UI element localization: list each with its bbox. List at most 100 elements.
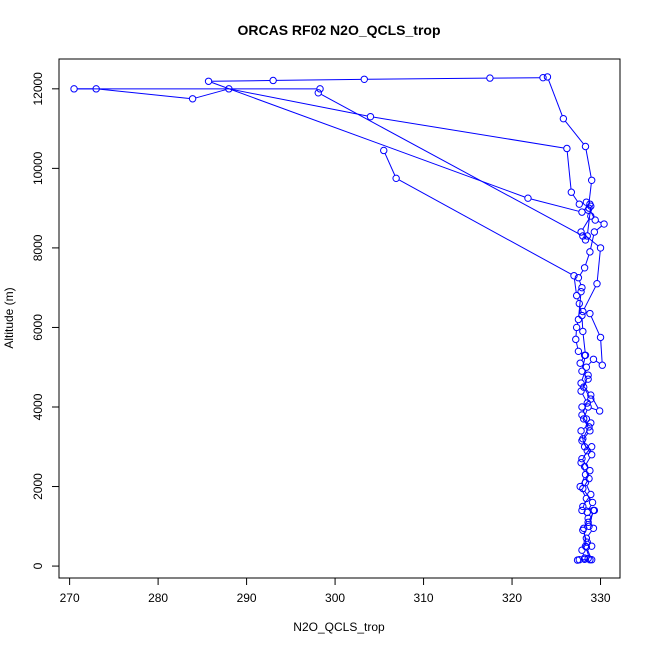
series-segment bbox=[211, 81, 526, 198]
data-point bbox=[578, 367, 586, 375]
data-point bbox=[579, 502, 587, 511]
data-point bbox=[567, 188, 576, 196]
data-point bbox=[583, 538, 591, 546]
series-segment bbox=[581, 465, 585, 472]
data-point bbox=[596, 333, 605, 342]
x-tick-label: 280 bbox=[148, 591, 168, 605]
data-point bbox=[380, 146, 388, 155]
series-segment bbox=[581, 318, 584, 329]
data-point bbox=[575, 200, 583, 208]
data-point bbox=[577, 427, 585, 435]
series-segment bbox=[582, 393, 587, 401]
data-point bbox=[587, 176, 596, 184]
data-point bbox=[586, 200, 594, 208]
data-point bbox=[579, 435, 587, 443]
series-segment bbox=[585, 149, 592, 178]
series-segment bbox=[596, 225, 602, 231]
series-segment bbox=[582, 334, 586, 353]
data-point bbox=[580, 264, 589, 272]
series-segment bbox=[582, 501, 586, 508]
series-segment bbox=[575, 342, 579, 349]
series-segment bbox=[578, 294, 582, 317]
data-point bbox=[576, 359, 584, 367]
series-segment bbox=[587, 540, 591, 544]
data-point bbox=[366, 112, 375, 121]
series-segment bbox=[276, 78, 362, 81]
data-point bbox=[576, 482, 584, 491]
data-point bbox=[578, 208, 586, 216]
data-point bbox=[583, 399, 591, 407]
series-segment bbox=[585, 507, 591, 510]
data-point bbox=[574, 315, 583, 324]
series-segment bbox=[588, 505, 592, 510]
data-point bbox=[575, 299, 583, 308]
data-point bbox=[587, 443, 596, 451]
data-series bbox=[70, 85, 608, 564]
plot-frame bbox=[58, 58, 621, 579]
y-tick-label: 6000 bbox=[31, 314, 45, 341]
data-point bbox=[589, 524, 598, 532]
data-point bbox=[577, 287, 585, 296]
data-point bbox=[314, 89, 322, 97]
data-point bbox=[570, 272, 578, 280]
series-segment bbox=[231, 88, 368, 117]
series-segment bbox=[585, 254, 590, 265]
data-point bbox=[572, 323, 581, 332]
series-segment bbox=[585, 469, 589, 476]
y-axis: 0 2000 4000 6000 8000 10000 12000 bbox=[31, 72, 60, 569]
data-point bbox=[579, 327, 587, 336]
data-point bbox=[590, 506, 599, 515]
data-point bbox=[578, 311, 586, 320]
data-point bbox=[586, 248, 594, 256]
x-axis-label: N2O_QCLS_trop bbox=[293, 620, 385, 634]
x-tick-label: 270 bbox=[60, 591, 80, 605]
series-segment bbox=[583, 417, 588, 425]
data-point bbox=[584, 514, 592, 523]
data-point bbox=[188, 95, 197, 103]
series-segment bbox=[583, 429, 588, 437]
data-point bbox=[563, 144, 571, 153]
series-segment bbox=[573, 278, 577, 293]
data-point bbox=[579, 526, 587, 534]
data-point bbox=[587, 451, 596, 459]
series-segment bbox=[195, 89, 226, 99]
data-point bbox=[583, 447, 591, 455]
series-segment bbox=[583, 441, 587, 448]
data-point bbox=[579, 307, 587, 316]
data-point bbox=[392, 174, 400, 183]
data-point bbox=[590, 228, 599, 236]
series-segment bbox=[587, 530, 593, 536]
series-segment bbox=[384, 153, 396, 176]
data-point bbox=[577, 387, 585, 395]
data-point bbox=[539, 73, 547, 82]
series-segment bbox=[591, 397, 599, 409]
series-segment bbox=[590, 235, 595, 249]
y-tick-label: 12000 bbox=[31, 72, 45, 106]
series-segment bbox=[583, 233, 599, 247]
y-tick-label: 0 bbox=[31, 562, 45, 569]
series-segment bbox=[584, 389, 590, 397]
series-segment bbox=[600, 340, 603, 363]
series-segment bbox=[588, 361, 592, 366]
series-segment bbox=[597, 220, 602, 224]
data-point bbox=[574, 274, 583, 282]
data-point bbox=[486, 74, 494, 82]
series-segment bbox=[582, 381, 587, 389]
data-point bbox=[584, 375, 592, 383]
data-point bbox=[360, 75, 368, 83]
y-tick-label: 2000 bbox=[31, 473, 45, 500]
series-segment bbox=[582, 405, 587, 413]
series-segment bbox=[373, 116, 564, 149]
data-point bbox=[595, 407, 604, 415]
data-point bbox=[559, 114, 568, 123]
series-segment bbox=[579, 270, 584, 276]
data-point bbox=[578, 454, 586, 463]
series-segment bbox=[583, 373, 587, 377]
data-point bbox=[580, 554, 589, 562]
data-point bbox=[581, 470, 590, 479]
series-segment bbox=[585, 457, 591, 465]
data-point bbox=[600, 220, 608, 228]
data-point bbox=[578, 546, 586, 554]
series-segment bbox=[582, 218, 590, 230]
